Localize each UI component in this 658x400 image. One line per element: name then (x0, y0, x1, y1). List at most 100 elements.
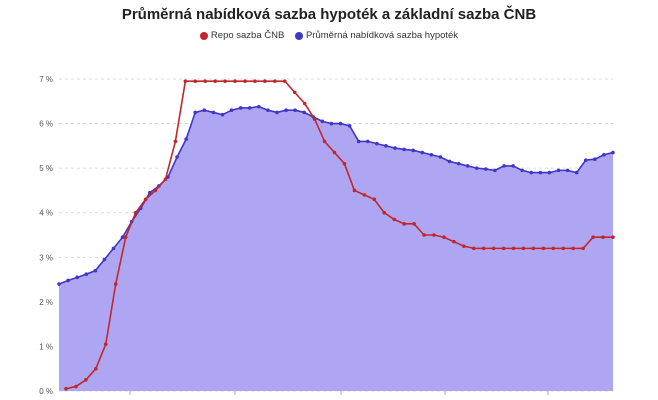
data-point-repo (442, 235, 446, 240)
data-point-mortgage (220, 112, 225, 117)
data-point-mortgage (420, 150, 425, 155)
data-point-repo (163, 177, 168, 182)
data-point-mortgage (111, 246, 116, 251)
legend-label-repo: Repo sazba ČNB (210, 30, 285, 41)
data-point-mortgage (484, 167, 488, 171)
data-point-repo (432, 233, 436, 237)
legend-item-mortgage[interactable]: Průměrná nabídková sazba hypoték (294, 30, 458, 41)
data-point-mortgage (75, 275, 79, 280)
chart-title: Průměrná nabídková sazba hypoték a zákla… (121, 6, 537, 23)
data-point-repo (113, 282, 118, 286)
data-point-repo (601, 235, 605, 240)
data-point-repo (332, 150, 337, 155)
data-point-mortgage (84, 272, 89, 277)
data-point-repo (84, 378, 88, 382)
data-point-repo (283, 79, 287, 84)
data-point-repo (501, 246, 506, 251)
data-point-mortgage (611, 150, 615, 155)
data-point-repo (471, 246, 476, 251)
data-point-repo (263, 79, 267, 84)
data-point-mortgage (493, 168, 497, 173)
legend-swatch-repo (199, 31, 208, 40)
data-point-repo (392, 217, 397, 222)
data-point-mortgage (93, 268, 98, 273)
legend-swatch-mortgage (294, 31, 303, 40)
data-point-mortgage (502, 164, 506, 168)
data-point-repo (452, 239, 456, 244)
data-point-mortgage (238, 106, 243, 110)
data-point-mortgage (465, 164, 470, 168)
data-point-mortgage (211, 110, 216, 115)
data-point-mortgage (447, 159, 452, 164)
data-point-mortgage (429, 152, 434, 157)
data-point-repo (253, 79, 257, 84)
data-point-mortgage (347, 124, 352, 128)
data-point-mortgage (266, 108, 270, 112)
data-point-mortgage (57, 282, 61, 286)
data-point-mortgage (547, 170, 552, 175)
data-point-repo (531, 246, 536, 251)
data-point-mortgage (184, 137, 188, 141)
data-point-repo (233, 79, 237, 84)
data-point-repo (143, 197, 148, 202)
data-point-mortgage (66, 278, 70, 283)
data-point-repo (103, 342, 108, 347)
data-point-mortgage (247, 106, 252, 110)
data-point-mortgage (302, 110, 307, 115)
data-point-repo (243, 79, 247, 84)
data-point-mortgage (411, 148, 415, 153)
data-point-repo (561, 246, 566, 251)
data-point-mortgage (275, 110, 279, 115)
data-point-repo (422, 233, 426, 237)
data-point-mortgage (284, 108, 288, 112)
data-point-mortgage (120, 235, 125, 240)
data-point-mortgage (356, 139, 361, 144)
data-point-repo (193, 79, 198, 84)
data-point-repo (312, 117, 317, 121)
data-point-repo (521, 246, 526, 251)
data-point-mortgage (365, 139, 370, 144)
data-point-repo (541, 246, 546, 251)
y-tick-label: 6 % (39, 120, 53, 129)
data-point-repo (292, 90, 297, 95)
data-point-repo (402, 222, 406, 226)
data-point-mortgage (602, 152, 606, 157)
data-point-mortgage (338, 121, 343, 126)
data-point-mortgage (102, 257, 107, 262)
data-point-mortgage (538, 170, 543, 175)
data-point-repo (462, 244, 466, 248)
data-point-mortgage (257, 104, 261, 109)
data-point-repo (372, 197, 377, 202)
data-point-mortgage (520, 168, 524, 173)
data-point-mortgage (375, 141, 379, 146)
data-point-mortgage (456, 161, 461, 166)
data-point-repo (94, 366, 98, 371)
data-point-mortgage (565, 168, 570, 173)
y-tick-label: 7 % (39, 75, 53, 84)
data-point-repo (551, 246, 556, 251)
data-point-mortgage (529, 170, 534, 175)
data-point-repo (123, 235, 128, 240)
data-point-repo (223, 79, 227, 84)
data-point-mortgage (320, 119, 325, 124)
data-point-repo (64, 386, 68, 391)
data-point-repo (581, 246, 585, 251)
data-point-mortgage (202, 108, 207, 112)
legend-item-repo[interactable]: Repo sazba ČNB (199, 30, 285, 41)
data-point-mortgage (583, 158, 588, 162)
data-point-repo (183, 79, 188, 84)
data-point-mortgage (402, 147, 406, 152)
data-point-repo (173, 139, 178, 144)
data-point-mortgage (193, 110, 198, 115)
data-point-repo (133, 210, 138, 215)
data-point-repo (273, 79, 277, 84)
data-point-mortgage (438, 155, 443, 159)
data-point-mortgage (474, 166, 479, 170)
data-point-repo (203, 79, 208, 84)
y-tick-label: 4 % (39, 209, 53, 218)
data-point-mortgage (329, 121, 334, 126)
data-point-mortgage (556, 168, 561, 173)
data-point-repo (342, 161, 347, 166)
y-tick-label: 0 % (39, 387, 53, 396)
